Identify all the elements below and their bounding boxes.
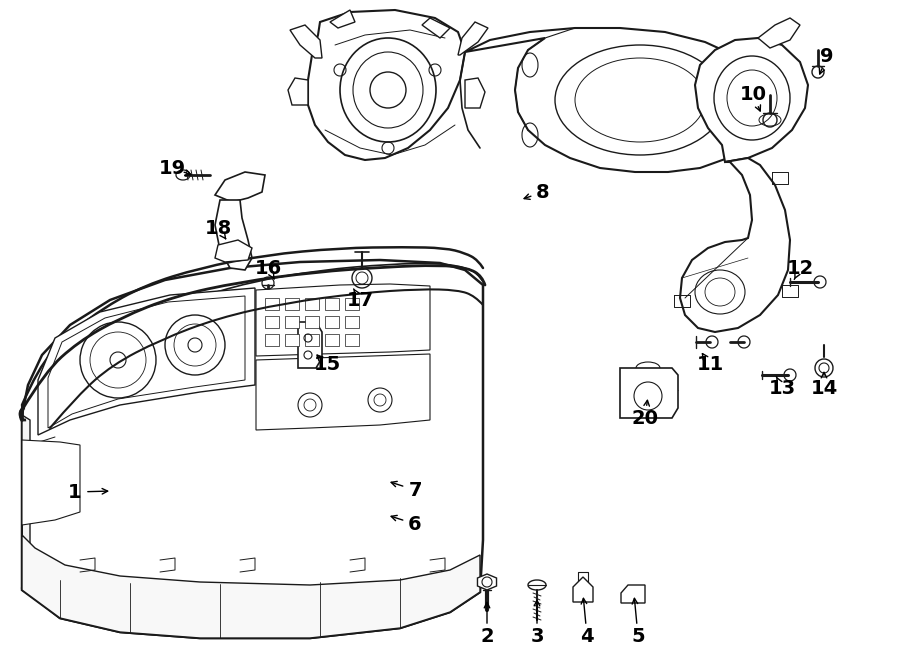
Polygon shape (256, 354, 430, 430)
Polygon shape (215, 200, 252, 270)
Text: 15: 15 (313, 355, 340, 375)
Text: 13: 13 (769, 379, 796, 397)
Text: 2: 2 (481, 626, 494, 645)
Text: 6: 6 (409, 514, 422, 534)
FancyBboxPatch shape (325, 316, 339, 328)
Polygon shape (22, 520, 480, 638)
FancyBboxPatch shape (265, 316, 279, 328)
Polygon shape (308, 10, 465, 160)
Text: 4: 4 (580, 626, 594, 645)
Text: 11: 11 (697, 355, 724, 375)
Polygon shape (695, 38, 808, 162)
Polygon shape (758, 18, 800, 48)
Polygon shape (215, 240, 252, 262)
FancyBboxPatch shape (285, 316, 299, 328)
FancyBboxPatch shape (345, 298, 359, 310)
Text: 7: 7 (409, 481, 422, 500)
Text: 3: 3 (530, 626, 544, 645)
Text: 8: 8 (536, 183, 550, 201)
Text: 20: 20 (632, 408, 659, 428)
Polygon shape (465, 78, 485, 108)
Polygon shape (38, 288, 255, 435)
Polygon shape (22, 415, 30, 595)
FancyBboxPatch shape (305, 316, 319, 328)
Polygon shape (680, 158, 790, 332)
Polygon shape (22, 440, 80, 525)
Polygon shape (478, 574, 497, 590)
Polygon shape (298, 322, 322, 368)
FancyBboxPatch shape (345, 334, 359, 346)
FancyBboxPatch shape (285, 298, 299, 310)
FancyBboxPatch shape (325, 298, 339, 310)
Polygon shape (256, 284, 430, 356)
Text: 19: 19 (158, 158, 185, 177)
Polygon shape (290, 25, 322, 58)
FancyBboxPatch shape (265, 334, 279, 346)
Text: 1: 1 (68, 483, 82, 502)
Text: 5: 5 (631, 626, 644, 645)
Text: 9: 9 (820, 48, 833, 66)
Text: 17: 17 (346, 291, 374, 310)
Text: 16: 16 (255, 258, 282, 277)
Polygon shape (22, 260, 483, 638)
Polygon shape (422, 18, 450, 38)
Polygon shape (288, 78, 308, 105)
Polygon shape (620, 368, 678, 418)
FancyBboxPatch shape (285, 334, 299, 346)
Polygon shape (48, 296, 245, 428)
Polygon shape (621, 585, 645, 603)
FancyBboxPatch shape (345, 316, 359, 328)
FancyBboxPatch shape (265, 298, 279, 310)
Text: 18: 18 (204, 218, 231, 238)
FancyBboxPatch shape (325, 334, 339, 346)
Polygon shape (215, 172, 265, 202)
Polygon shape (330, 10, 355, 28)
Text: 10: 10 (740, 85, 767, 105)
Text: 12: 12 (787, 258, 814, 277)
Polygon shape (458, 22, 488, 55)
Polygon shape (465, 28, 768, 172)
Polygon shape (573, 577, 593, 602)
FancyBboxPatch shape (305, 298, 319, 310)
Text: 14: 14 (810, 379, 838, 397)
FancyBboxPatch shape (305, 334, 319, 346)
